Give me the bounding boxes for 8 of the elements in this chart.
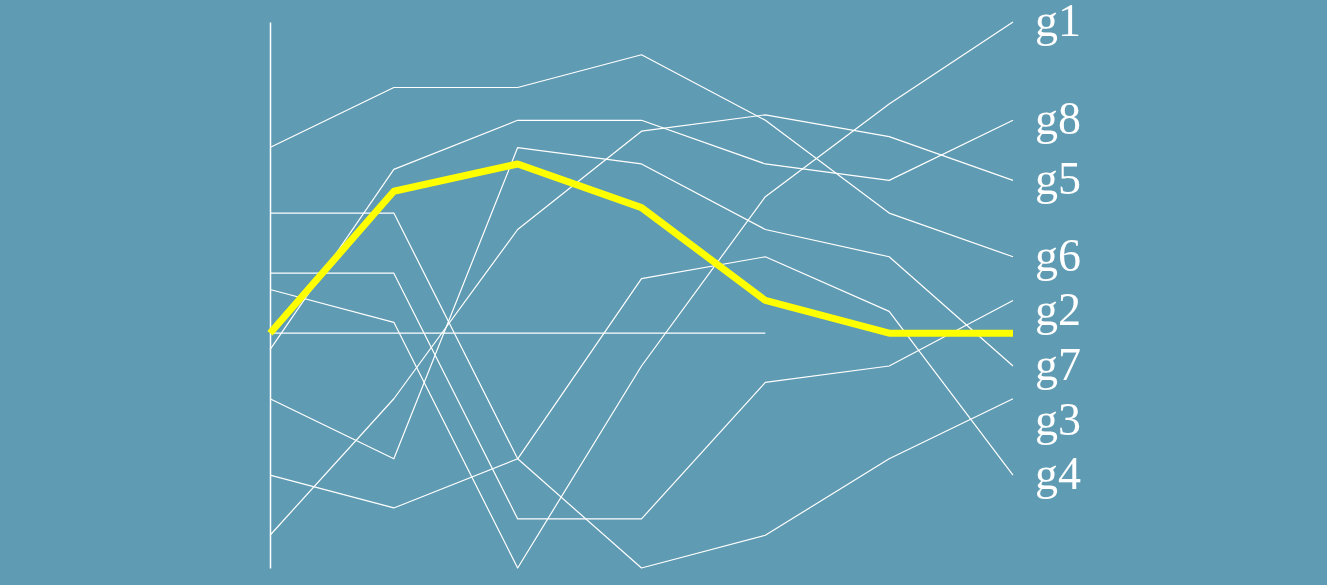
- series-label: g7: [1035, 338, 1081, 390]
- series-label: g4: [1035, 448, 1081, 500]
- series-label: g1: [1035, 0, 1081, 46]
- series-label: g2: [1035, 284, 1081, 336]
- series-label: g5: [1035, 153, 1081, 205]
- series-label: g6: [1035, 229, 1081, 281]
- series-label: g8: [1035, 93, 1081, 145]
- series-label: g3: [1035, 393, 1081, 445]
